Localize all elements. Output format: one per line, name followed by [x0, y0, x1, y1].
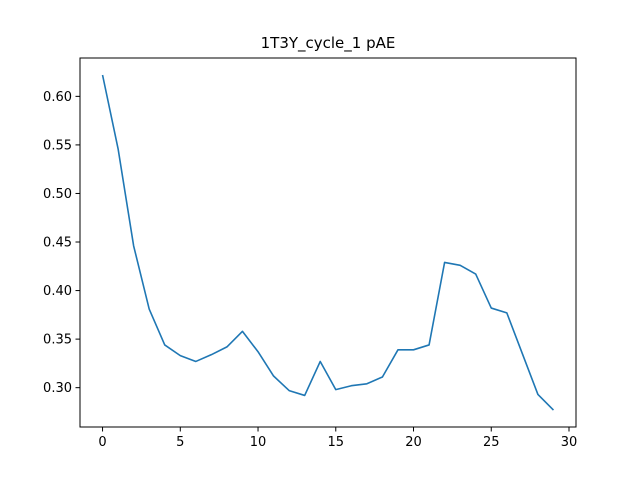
- y-tick-label: 0.55: [43, 138, 72, 153]
- x-tick-label: 5: [176, 435, 184, 450]
- y-tick-label: 0.60: [43, 90, 72, 105]
- y-tick-label: 0.30: [43, 381, 72, 396]
- x-tick-label: 25: [483, 435, 500, 450]
- y-tick-label: 0.45: [43, 236, 72, 251]
- x-tick-label: 0: [98, 435, 106, 450]
- series-line-0: [101, 74, 555, 411]
- x-tick-label: 30: [561, 435, 578, 450]
- chart-title: 1T3Y_cycle_1 pAE: [261, 34, 396, 53]
- x-axis: 0 5 10 15 20 25 30: [98, 427, 577, 450]
- y-tick-label: 0.35: [43, 333, 72, 348]
- x-tick-label: 20: [405, 435, 422, 450]
- series-layer: [101, 74, 555, 411]
- y-axis: 0.30 0.35 0.40 0.45 0.50 0.55 0.60: [43, 90, 80, 396]
- plot-frame: [79, 57, 577, 428]
- y-tick-label: 0.40: [43, 284, 72, 299]
- y-tick-label: 0.50: [43, 187, 72, 202]
- x-tick-label: 15: [328, 435, 345, 450]
- x-tick-label: 10: [250, 435, 267, 450]
